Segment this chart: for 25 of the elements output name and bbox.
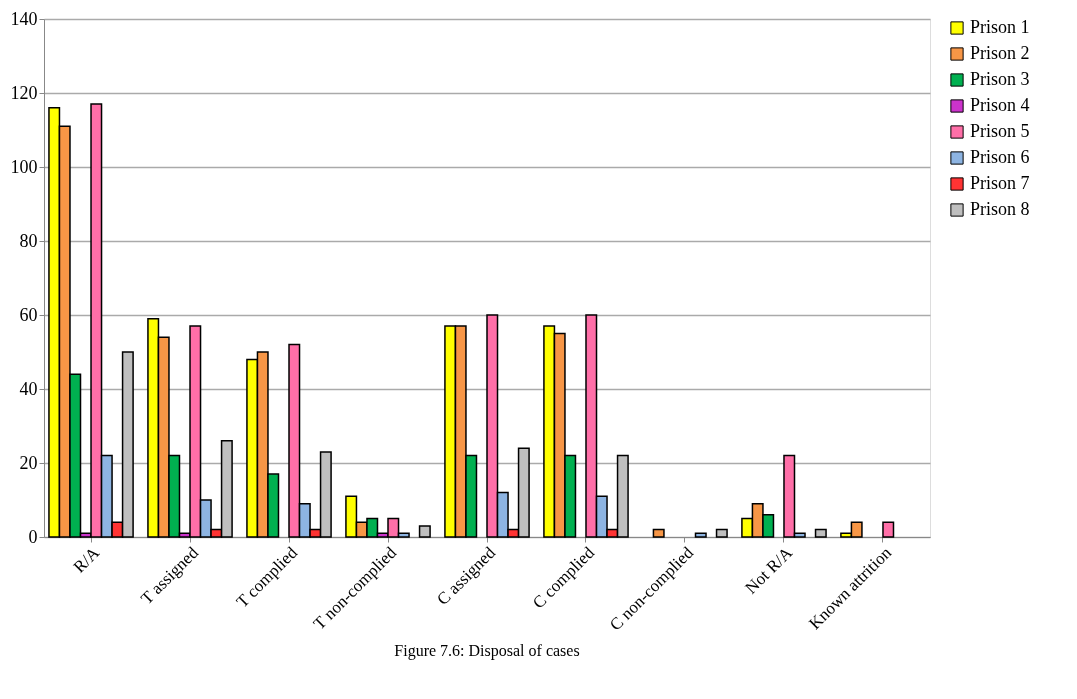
legend-label: Prison 2 <box>970 43 1030 63</box>
y-tick-label: 120 <box>10 82 38 103</box>
y-tick-label: 20 <box>19 452 38 473</box>
x-tick-label: Not R/A <box>741 542 797 598</box>
x-tick-label: R/A <box>69 542 104 577</box>
bar <box>715 528 728 538</box>
y-tick-label: 140 <box>10 8 38 29</box>
bar <box>652 528 665 538</box>
caption: Figure 7.6: Disposal of cases <box>394 642 580 661</box>
bar <box>814 528 827 538</box>
legend-label: Prison 4 <box>970 95 1030 115</box>
y-tick-label: 80 <box>19 230 38 251</box>
bar <box>418 525 431 538</box>
bar <box>882 521 895 538</box>
legend-label: Prison 8 <box>970 199 1030 219</box>
y-tick-label: 60 <box>19 304 38 325</box>
bar <box>694 532 707 538</box>
y-tick-label: 0 <box>28 526 38 547</box>
legend-label: Prison 3 <box>970 69 1030 89</box>
legend-label: Prison 7 <box>970 173 1030 193</box>
legend-label: Prison 6 <box>970 147 1030 167</box>
legend-label: Prison 5 <box>970 121 1030 141</box>
y-tick-label: 40 <box>19 378 38 399</box>
legend-label: Prison 1 <box>970 17 1030 37</box>
y-tick-label: 100 <box>10 156 38 177</box>
